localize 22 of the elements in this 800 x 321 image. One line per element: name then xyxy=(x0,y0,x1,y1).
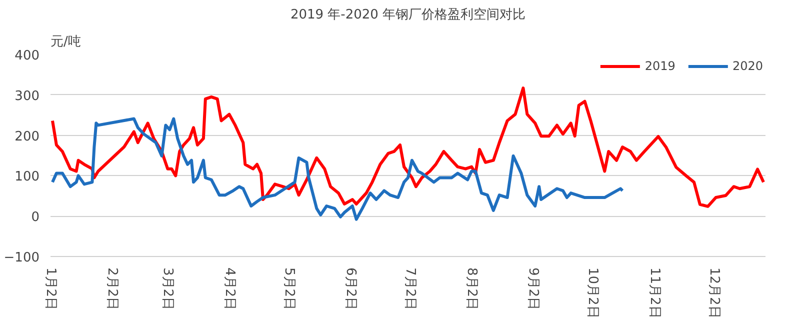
y-tick-label: 0 xyxy=(31,210,40,226)
x-tick-label: 2月2日 xyxy=(104,268,120,310)
chart-title: 2019 年-2020 年钢厂价格盈利空间对比 xyxy=(290,8,526,22)
y-tick-label: 300 xyxy=(14,88,40,104)
x-tick-label: 1月2日 xyxy=(43,268,58,310)
legend-label: 2020 xyxy=(732,59,763,73)
x-tick-label: 7月2日 xyxy=(402,268,418,310)
x-tick-label: 11月2日 xyxy=(646,268,662,318)
y-tick-label: 100 xyxy=(14,170,40,185)
x-tick-label: 8月2日 xyxy=(464,268,480,310)
x-tick-label: 9月2日 xyxy=(526,268,541,310)
y-tick-label: 200 xyxy=(14,129,40,144)
x-tick-label: 3月2日 xyxy=(160,268,176,310)
y-tick-label: 400 xyxy=(14,48,40,64)
legend-label: 2019 xyxy=(644,59,676,73)
y-axis-title: 元/吨 xyxy=(50,34,81,50)
x-tick-label: 4月2日 xyxy=(222,268,237,310)
y-tick-label: −100 xyxy=(4,250,40,266)
x-tick-label: 10月2日 xyxy=(585,268,600,318)
x-tick-label: 12月2日 xyxy=(706,268,722,318)
x-tick-label: 5月2日 xyxy=(281,268,296,310)
x-tick-label: 6月2日 xyxy=(342,268,358,310)
